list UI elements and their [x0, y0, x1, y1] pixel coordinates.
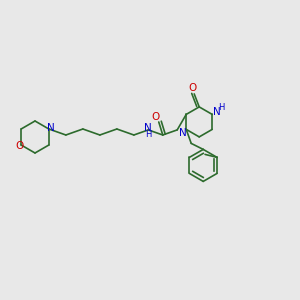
- Text: N: N: [179, 128, 187, 138]
- Text: O: O: [152, 112, 160, 122]
- Text: N: N: [213, 107, 221, 117]
- Text: N: N: [144, 123, 152, 133]
- Text: O: O: [15, 141, 23, 151]
- Text: O: O: [188, 83, 196, 93]
- Text: H: H: [145, 130, 152, 140]
- Text: H: H: [218, 103, 224, 112]
- Text: N: N: [47, 123, 55, 133]
